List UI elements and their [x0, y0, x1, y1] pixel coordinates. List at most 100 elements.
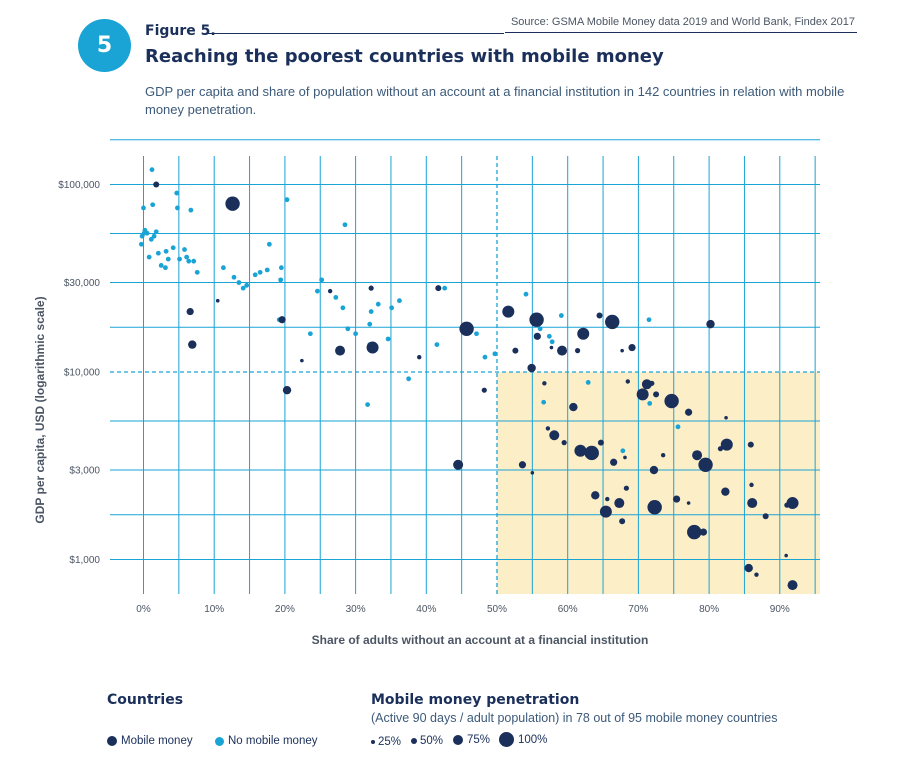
mobile-money-point — [784, 553, 788, 558]
no-mobile-money-point — [184, 254, 190, 260]
x-tick-label: 60% — [558, 604, 578, 615]
no-mobile-money-point — [620, 448, 626, 454]
no-mobile-money-point — [236, 280, 242, 285]
mobile-money-point — [720, 438, 733, 451]
mobile-money-point — [366, 341, 379, 354]
mobile-money-point — [610, 458, 618, 466]
mobile-money-point — [614, 498, 625, 509]
no-mobile-money-point — [252, 272, 258, 278]
highlight-region — [497, 372, 820, 594]
x-tick-label: 70% — [628, 604, 648, 615]
x-tick-label: 10% — [204, 604, 224, 615]
mobile-money-point — [698, 457, 713, 472]
mobile-money-point — [762, 513, 769, 520]
mobile-money-point — [744, 563, 753, 573]
no-mobile-money-point — [345, 326, 351, 332]
mobile-money-point — [459, 321, 474, 336]
no-mobile-money-point — [174, 190, 180, 196]
mobile-money-point — [605, 496, 610, 502]
no-mobile-money-point — [155, 250, 161, 256]
no-mobile-money-point — [647, 401, 653, 406]
no-mobile-money-point — [182, 247, 187, 252]
mobile-money-swatch — [107, 736, 117, 746]
mobile-money-point — [653, 391, 660, 398]
mobile-money-point — [327, 288, 333, 294]
no-mobile-money-point — [138, 241, 144, 247]
no-mobile-money-point — [368, 309, 374, 314]
mobile-money-point — [335, 345, 346, 356]
no-mobile-money-point — [284, 197, 290, 203]
x-axis-title: Share of adults without an account at a … — [312, 633, 649, 647]
no-mobile-money-point — [141, 230, 147, 236]
no-mobile-money-point — [340, 305, 346, 311]
mobile-money-point — [749, 482, 754, 488]
mobile-money-point — [625, 379, 630, 384]
no-mobile-money-point — [231, 274, 237, 280]
mobile-money-point — [754, 572, 759, 577]
mobile-money-point — [574, 444, 587, 457]
size-75-swatch — [453, 735, 463, 745]
no-mobile-money-point — [148, 236, 154, 242]
legend-size-50: 50% — [411, 735, 443, 747]
legend-no-mobile-money: No mobile money — [215, 735, 317, 747]
mobile-money-point — [278, 316, 286, 324]
mobile-money-point — [623, 485, 629, 491]
mobile-money-point — [300, 358, 304, 363]
no-mobile-money-point — [549, 339, 555, 345]
figure-number-badge: 5 — [78, 19, 131, 72]
mobile-money-point — [529, 312, 544, 327]
no-mobile-money-point — [244, 282, 250, 288]
legend-size-25-label: 25% — [378, 736, 402, 748]
legend-size-100: 100% — [499, 732, 547, 747]
mobile-money-point — [706, 319, 715, 329]
mobile-money-point — [186, 307, 194, 316]
no-mobile-money-point — [585, 380, 591, 385]
figure-title: Reaching the poorest countries with mobi… — [145, 46, 664, 67]
no-mobile-money-point — [175, 205, 180, 211]
mobile-money-point — [641, 379, 652, 390]
no-mobile-money-point — [266, 241, 272, 247]
no-mobile-money-point — [474, 331, 479, 337]
no-mobile-money-point — [397, 298, 402, 304]
no-mobile-money-point — [319, 277, 325, 283]
x-tick-label: 80% — [699, 604, 719, 615]
no-mobile-money-point — [149, 167, 155, 173]
no-mobile-money-point — [315, 288, 320, 294]
mobile-money-point — [660, 452, 666, 458]
no-mobile-money-point — [191, 258, 197, 264]
mobile-money-point — [747, 441, 754, 448]
mobile-money-point — [649, 380, 655, 386]
legend-mobile-money-label: Mobile money — [121, 735, 193, 747]
mobile-money-point — [225, 196, 240, 211]
mobile-money-point — [597, 439, 604, 446]
mobile-money-point — [620, 348, 624, 353]
no-mobile-money-point — [389, 305, 395, 311]
no-mobile-money-point — [492, 351, 498, 357]
mobile-money-point — [368, 285, 374, 291]
y-tick-label: $3,000 — [69, 466, 100, 477]
mobile-money-point — [481, 387, 487, 393]
mobile-money-point — [596, 312, 603, 319]
mobile-money-point — [557, 345, 568, 356]
mobile-money-point — [512, 347, 519, 354]
no-mobile-money-point — [434, 342, 440, 348]
x-tick-label: 30% — [346, 604, 366, 615]
mobile-money-point — [561, 440, 567, 446]
figure-label: Figure 5. — [145, 23, 216, 39]
legend-size-75-label: 75% — [467, 734, 491, 746]
mobile-money-point — [549, 345, 554, 350]
no-mobile-money-point — [307, 331, 313, 337]
no-mobile-money-point — [163, 265, 168, 271]
no-mobile-money-point — [482, 354, 488, 360]
mobile-money-point — [153, 181, 160, 188]
no-mobile-money-point — [163, 248, 169, 254]
no-mobile-money-point — [333, 294, 339, 300]
legend-no-mobile-money-label: No mobile money — [228, 735, 318, 747]
mobile-money-point — [787, 580, 798, 591]
no-mobile-money-point — [367, 321, 373, 327]
source-rule — [505, 32, 857, 33]
mobile-money-point — [577, 327, 590, 340]
no-mobile-money-point — [158, 263, 164, 268]
x-tick-label: 90% — [770, 604, 790, 615]
